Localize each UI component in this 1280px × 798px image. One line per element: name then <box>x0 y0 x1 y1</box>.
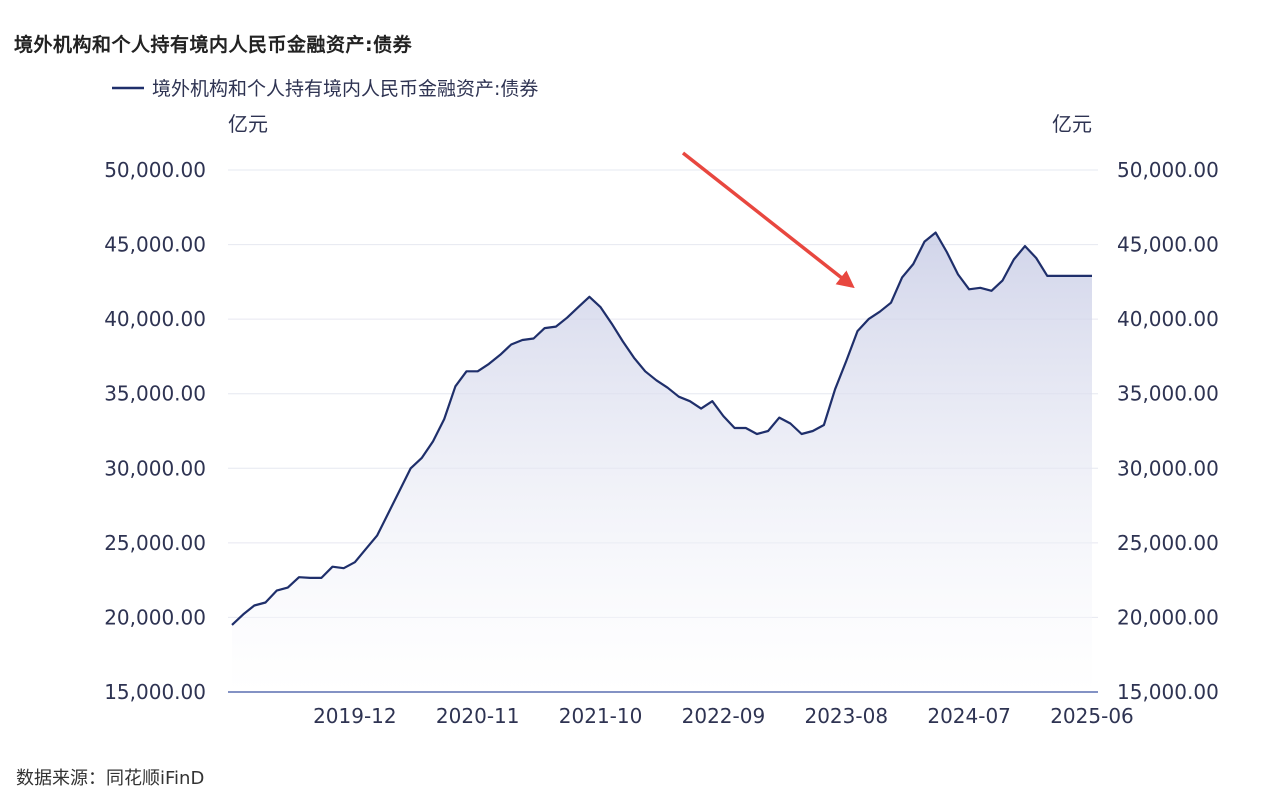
y-tick-label-left: 25,000.00 <box>104 531 206 555</box>
series-line <box>231 231 1092 626</box>
x-tick-label: 2021-10 <box>559 704 643 728</box>
y-unit-right: 亿元 <box>1052 112 1092 136</box>
legend: 境外机构和个人持有境内人民币金融资产:债券 <box>112 78 538 100</box>
y-tick-label-right: 35,000.00 <box>1117 382 1219 406</box>
y-tick-label-left: 20,000.00 <box>104 605 206 629</box>
y-tick-label-right: 45,000.00 <box>1117 233 1219 257</box>
y-axis-right: 50,000.00 45,000.00 40,000.00 35,000.00 30,0… <box>1117 158 1219 704</box>
y-axis-left: 50,000.00 45,000.00 40,000.00 35,000.00 30,0… <box>104 158 206 704</box>
y-tick-label-left: 30,000.00 <box>104 456 206 480</box>
y-tick-label-right: 15,000.00 <box>1117 680 1219 704</box>
chart: 境外机构和个人持有境内人民币金融资产:债券 亿元 亿元 50,000.00 45,… <box>104 78 1219 728</box>
y-tick-label-right: 25,000.00 <box>1117 531 1219 555</box>
y-tick-label-right: 40,000.00 <box>1117 307 1219 331</box>
x-tick-label: 2019-12 <box>313 704 397 728</box>
legend-label: 境外机构和个人持有境内人民币金融资产:债券 <box>152 78 538 100</box>
y-tick-label-left: 40,000.00 <box>104 307 206 331</box>
y-unit-left: 亿元 <box>228 112 268 136</box>
x-tick-label: 2020-11 <box>436 704 520 728</box>
annotation-arrow <box>681 151 855 289</box>
chart-title: 境外机构和个人持有境内人民币金融资产:债券 <box>14 34 413 56</box>
y-tick-label-right: 50,000.00 <box>1117 158 1219 182</box>
y-tick-label-left: 15,000.00 <box>104 680 206 704</box>
data-source: 数据来源：同花顺iFinD <box>16 768 205 789</box>
y-tick-label-left: 35,000.00 <box>104 382 206 406</box>
x-axis: 2019-12 2020-11 2021-10 2022-09 2023-08 2024-… <box>313 704 1134 728</box>
x-tick-label: 2023-08 <box>804 704 888 728</box>
x-tick-label: 2024-07 <box>927 704 1011 728</box>
x-tick-label: 2025-06 <box>1050 704 1134 728</box>
y-tick-label-right: 20,000.00 <box>1117 605 1219 629</box>
y-tick-label-left: 50,000.00 <box>104 158 206 182</box>
x-tick-label: 2022-09 <box>682 704 766 728</box>
series-area <box>232 232 1092 692</box>
y-tick-label-left: 45,000.00 <box>104 233 206 257</box>
y-tick-label-right: 30,000.00 <box>1117 456 1219 480</box>
